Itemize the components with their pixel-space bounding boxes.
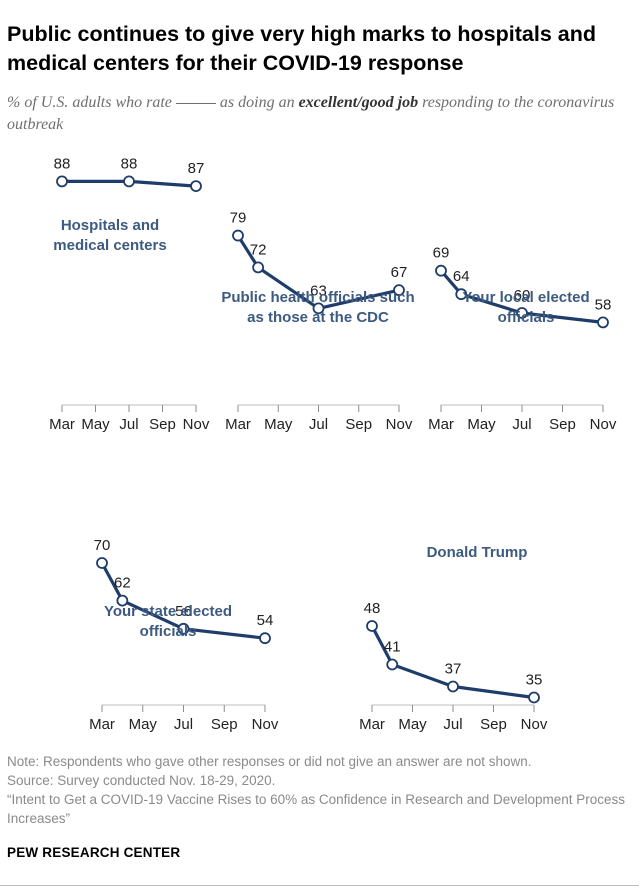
data-label: 35 [526,672,543,689]
data-point [386,658,399,671]
data-point [597,316,609,329]
data-label: 87 [188,160,205,177]
data-point [455,288,468,301]
x-tick-label: Sep [149,416,176,433]
series-label: Your state elected [104,603,232,620]
x-tick-label: Mar [89,716,115,733]
chart-note: Note: Respondents who gave other respons… [7,754,532,769]
data-point [528,691,540,704]
bottom-rule [0,885,639,886]
x-tick-label: Mar [428,416,454,433]
chart-report-title: “Intent to Get a COVID-19 Vaccine Rises … [7,792,626,826]
x-tick-label: Sep [211,716,238,733]
data-label: 58 [595,296,612,313]
x-tick-label: Nov [521,716,548,733]
series-line [100,561,267,640]
data-point [516,307,528,319]
chart-title: Public continues to give very high marks… [7,22,596,75]
data-point [312,302,325,315]
data-point [56,175,68,188]
x-tick-label: Jul [443,716,462,733]
data-point [447,680,459,693]
x-tick-label: Nov [183,416,210,433]
data-label: 62 [114,575,131,592]
data-label: 72 [250,241,267,258]
series-label: as those at the CDC [247,309,389,326]
data-point [366,620,378,632]
series-label: Your local elected [462,289,589,306]
data-point [177,622,190,635]
series-label: officials [140,623,197,640]
x-tick-label: May [129,716,158,733]
data-point [123,175,135,188]
data-label: 88 [121,155,138,172]
x-tick-label: Mar [359,716,385,733]
data-point [259,632,271,645]
subtitle-emphasis: excellent/good job [298,94,419,111]
series-label: officials [498,309,555,326]
x-tick-label: Sep [480,716,507,733]
subtitle-blank [175,103,216,104]
series-line [370,624,536,700]
data-point [252,261,265,274]
series-label: Hospitals and [61,217,159,234]
series-label: Donald Trump [427,544,528,561]
x-tick-label: Jul [174,716,193,733]
x-tick-label: Jul [512,416,531,433]
series-label: medical centers [53,237,166,254]
data-label: 69 [433,245,450,262]
subtitle-post: responding to the coronavirus outbreak [7,94,615,133]
subtitle-pre: % of U.S. adults who rate [7,94,172,111]
data-label: 41 [384,639,401,656]
x-tick-label: May [264,416,293,433]
x-tick-label: Nov [252,716,279,733]
data-label: 70 [94,537,111,554]
x-tick-label: Sep [345,416,372,433]
series-label: Public health officials such [221,289,414,306]
data-label: 60 [514,287,531,304]
data-label: 37 [445,661,462,678]
x-tick-label: Jul [309,416,328,433]
data-label: 79 [230,210,247,227]
subtitle-mid: as doing an [219,94,295,111]
data-label: 63 [310,282,327,299]
series-line [439,269,605,324]
data-label: 54 [257,612,274,629]
x-tick-label: Sep [549,416,576,433]
data-point [393,284,405,297]
data-label: 56 [175,603,192,620]
x-tick-label: Jul [119,416,138,433]
data-point [116,594,129,607]
data-point [96,557,108,569]
x-tick-label: Nov [590,416,617,433]
data-label: 67 [391,264,408,281]
x-tick-label: May [398,716,427,733]
data-label: 48 [364,600,381,617]
data-label: 88 [54,155,71,172]
data-point [232,229,244,242]
brand-logo-text: PEW RESEARCH CENTER [7,845,181,860]
chart-subtitle: % of U.S. adults who rate as doing an exc… [7,92,632,136]
data-label: 64 [453,268,470,285]
x-tick-label: May [81,416,110,433]
small-multiples-chart: Mar May Jul Sep Nov 88 88 87 Hospitals and medica… [49,155,617,733]
x-tick-label: Nov [386,416,413,433]
x-tick-label: Mar [225,416,251,433]
x-tick-label: May [467,416,496,433]
chart-source: Source: Survey conducted Nov. 18-29, 202… [7,773,276,788]
x-tick-label: Mar [49,416,75,433]
data-point [435,264,447,277]
series-line [236,234,401,310]
data-point [190,180,202,193]
